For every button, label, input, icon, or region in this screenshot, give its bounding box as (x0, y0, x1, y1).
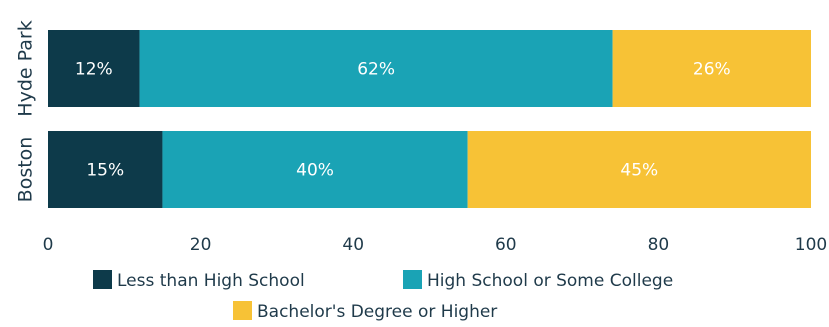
data-label-boston-less-than-high-school: 15% (86, 161, 124, 181)
data-label-boston-bachelor-s-degree-or-higher: 45% (620, 161, 658, 181)
data-label-boston-high-school-or-some-college: 40% (296, 161, 334, 181)
legend-swatch-bachelor-s-degree-or-higher (233, 301, 252, 320)
x-tick-label: 60 (495, 235, 517, 255)
legend-label-less-than-high-school: Less than High School (117, 271, 305, 291)
bar-boston-less-than-high-school (48, 131, 163, 208)
legend: Less than High School High School or Some… (93, 270, 673, 322)
legend-label-high-school-or-some-college: High School or Some College (427, 271, 673, 291)
legend-swatch-less-than-high-school (93, 270, 112, 289)
bar-hyde-park-less-than-high-school (48, 30, 140, 107)
data-label-hyde-park-high-school-or-some-college: 62% (357, 60, 395, 80)
category-labels: Hyde Park Boston (15, 20, 37, 202)
bar-hyde-park-bachelor-s-degree-or-higher (612, 30, 811, 107)
data-label-hyde-park-bachelor-s-degree-or-higher: 26% (693, 60, 731, 80)
bar-hyde-park-high-school-or-some-college (139, 30, 613, 107)
legend-swatch-high-school-or-some-college (403, 270, 422, 289)
x-tick-label: 20 (190, 235, 212, 255)
category-label-hyde-park: Hyde Park (15, 20, 37, 116)
bar-boston-high-school-or-some-college (162, 131, 468, 208)
x-tick-label: 80 (648, 235, 670, 255)
data-label-hyde-park-less-than-high-school: 12% (75, 60, 113, 80)
x-tick-label: 100 (795, 235, 827, 255)
bars: 12% 62% 26% 15% 40% 45% (48, 30, 811, 208)
x-tick-label: 40 (342, 235, 364, 255)
x-axis: 0 20 40 60 80 100 (43, 235, 828, 255)
bar-boston-bachelor-s-degree-or-higher (467, 131, 811, 208)
category-label-boston: Boston (15, 137, 37, 203)
x-tick-label: 0 (43, 235, 54, 255)
legend-label-bachelor-s-degree-or-higher: Bachelor's Degree or Higher (257, 302, 497, 322)
